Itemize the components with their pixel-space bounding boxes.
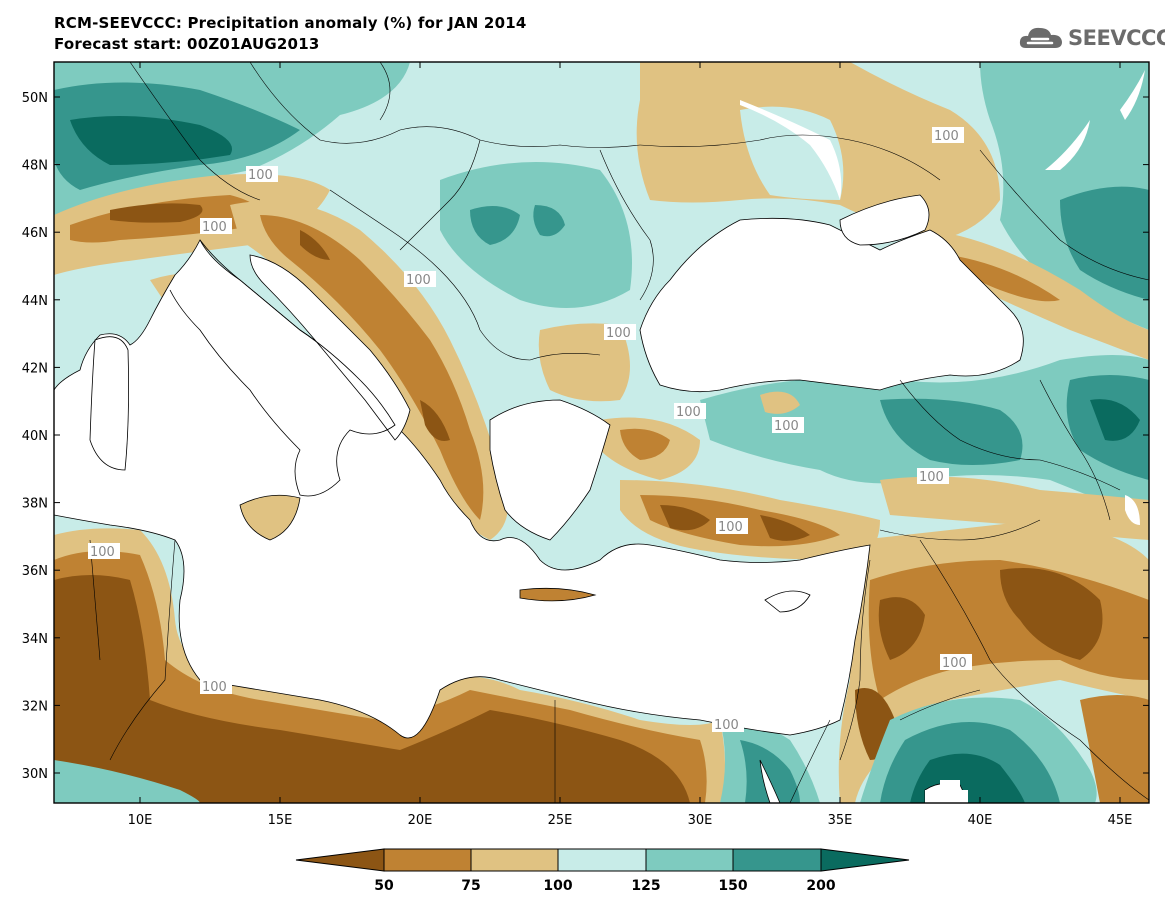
longitude-axis: 10E 15E 20E 25E 30E 35E 40E 45E bbox=[128, 62, 1133, 828]
longitude-label: 35E bbox=[828, 813, 853, 828]
colorbar-label: 125 bbox=[631, 878, 660, 894]
colorbar-label: 200 bbox=[806, 878, 835, 894]
contour-label: 100 bbox=[202, 220, 227, 235]
contour-label: 100 bbox=[90, 545, 115, 560]
contour-label: 100 bbox=[202, 680, 227, 695]
contour-label: 100 bbox=[714, 718, 739, 733]
latitude-axis: 50N 48N 46N 44N 42N 40N 38N 36N 34N 32N 30N bbox=[22, 91, 1149, 782]
colorbar-swatch-100-125 bbox=[557, 848, 647, 872]
contour-label: 100 bbox=[606, 326, 631, 341]
land-outlines bbox=[89, 239, 811, 613]
latitude-label: 32N bbox=[22, 699, 48, 714]
longitude-label: 45E bbox=[1108, 813, 1133, 828]
colorbar-swatch-lt50 bbox=[295, 848, 385, 872]
latitude-label: 46N bbox=[22, 226, 48, 241]
country-borders bbox=[89, 62, 1149, 803]
map-frame bbox=[53, 61, 1150, 804]
contour-label: 100 bbox=[774, 419, 799, 434]
longitude-label: 40E bbox=[968, 813, 993, 828]
latitude-label: 44N bbox=[22, 294, 48, 309]
longitude-label: 10E bbox=[128, 813, 153, 828]
seevccc-logo: SEEVCCC bbox=[1018, 24, 1165, 52]
contour-label: 100 bbox=[406, 273, 431, 288]
latitude-label: 40N bbox=[22, 429, 48, 444]
colorbar-label: 100 bbox=[543, 878, 572, 894]
longitude-label: 15E bbox=[268, 813, 293, 828]
contour-labels: 100 100 100 100 100 100 100 100 100 100 … bbox=[88, 127, 972, 733]
contour-label: 100 bbox=[942, 656, 967, 671]
chart-title: RCM-SEEVCCC: Precipitation anomaly (%) f… bbox=[54, 14, 527, 32]
longitude-label: 20E bbox=[408, 813, 433, 828]
latitude-label: 36N bbox=[22, 564, 48, 579]
contour-label: 100 bbox=[248, 168, 273, 183]
colorbar-swatch-75-100 bbox=[470, 848, 559, 872]
colorbar-swatch-150-200 bbox=[732, 848, 822, 872]
colorbar-swatch-125-150 bbox=[645, 848, 734, 872]
longitude-label: 30E bbox=[688, 813, 713, 828]
longitude-label: 25E bbox=[548, 813, 573, 828]
latitude-label: 38N bbox=[22, 497, 48, 512]
colorbar-label: 150 bbox=[718, 878, 747, 894]
missing-data-patches bbox=[740, 70, 1145, 803]
logo-text: SEEVCCC bbox=[1068, 26, 1165, 50]
forecast-start-subtitle: Forecast start: 00Z01AUG2013 bbox=[54, 35, 320, 53]
cloud-icon bbox=[1019, 27, 1062, 48]
colorbar: 50 75 100 125 150 200 bbox=[295, 848, 910, 894]
colorbar-label: 75 bbox=[461, 878, 480, 894]
latitude-label: 48N bbox=[22, 159, 48, 174]
colorbar-swatch-50-75 bbox=[383, 848, 472, 872]
colorbar-label: 50 bbox=[374, 878, 394, 894]
colorbar-swatch-gt200 bbox=[820, 848, 910, 872]
latitude-label: 42N bbox=[22, 361, 48, 376]
contour-label: 100 bbox=[718, 520, 743, 535]
sea-areas bbox=[54, 194, 1024, 803]
latitude-label: 34N bbox=[22, 632, 48, 647]
latitude-label: 50N bbox=[22, 91, 48, 106]
contour-label: 100 bbox=[919, 470, 944, 485]
contour-label: 100 bbox=[934, 129, 959, 144]
contour-label: 100 bbox=[676, 405, 701, 420]
latitude-label: 30N bbox=[22, 767, 48, 782]
